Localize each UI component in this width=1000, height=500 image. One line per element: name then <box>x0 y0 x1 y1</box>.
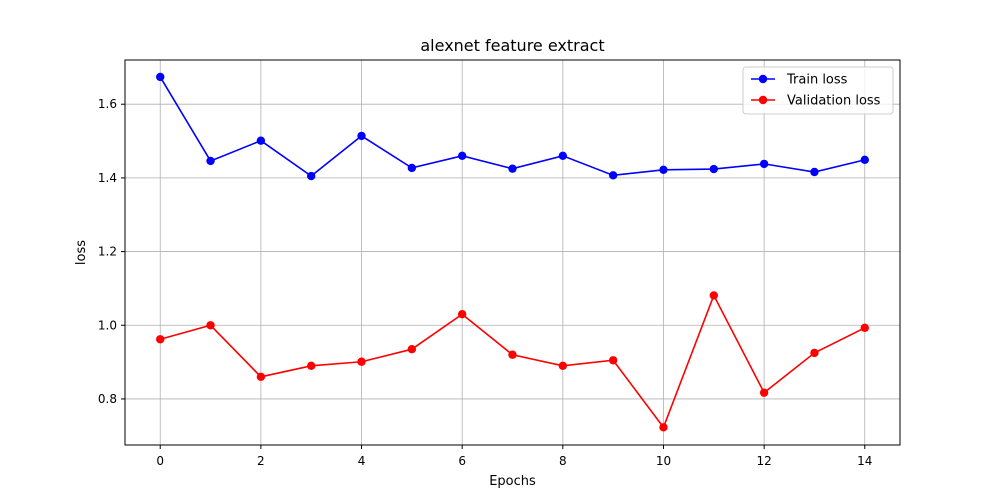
x-tick-label: 8 <box>559 454 567 468</box>
series-train-loss <box>156 72 869 181</box>
data-point <box>810 348 819 358</box>
data-point <box>407 163 417 173</box>
data-point <box>558 361 568 370</box>
data-point <box>256 136 266 145</box>
data-point <box>256 372 266 382</box>
x-tick-label: 4 <box>358 454 366 468</box>
data-point <box>156 335 165 344</box>
x-tick-label: 10 <box>656 454 671 468</box>
data-point <box>357 357 366 366</box>
legend-swatch-marker <box>758 74 768 84</box>
chart-title: alexnet feature extract <box>420 36 604 55</box>
x-tick-label: 0 <box>156 454 164 468</box>
data-point <box>608 356 618 365</box>
y-tick-label: 1.0 <box>98 318 117 332</box>
data-point <box>508 164 517 173</box>
plot-frame <box>124 59 901 446</box>
data-point <box>508 350 517 359</box>
x-tick-label: 14 <box>857 454 872 468</box>
x-tick-label: 2 <box>257 454 265 468</box>
y-tick-label: 1.6 <box>98 97 117 111</box>
data-point <box>457 151 467 160</box>
data-point <box>709 164 718 174</box>
series-validation-loss <box>156 291 869 432</box>
legend-swatch-marker <box>758 95 768 105</box>
data-point <box>759 159 769 169</box>
x-tick-label: 6 <box>458 454 466 468</box>
series-layer <box>156 72 869 432</box>
legend-label: Validation loss <box>787 94 881 109</box>
x-axis: 0 2 4 6 8 10 12 14 <box>156 445 872 468</box>
data-point <box>860 323 869 333</box>
y-tick-label: 0.8 <box>98 392 117 406</box>
data-point <box>206 156 215 166</box>
x-tick-label: 12 <box>756 454 771 468</box>
data-point <box>659 165 668 174</box>
data-point <box>709 291 718 300</box>
data-point <box>759 388 769 397</box>
legend: Train loss Validation loss <box>742 66 894 115</box>
y-axis: 0.8 1.0 1.2 1.4 1.6 <box>98 97 125 406</box>
x-axis-label: Epochs <box>489 474 536 489</box>
data-point <box>357 131 366 141</box>
data-point <box>860 155 869 165</box>
data-point <box>659 423 668 432</box>
data-point <box>307 171 316 181</box>
data-point <box>810 167 819 177</box>
data-point <box>457 310 467 319</box>
data-point <box>608 171 618 180</box>
y-axis-label: loss <box>74 240 89 265</box>
data-point <box>558 151 568 160</box>
legend-label: Train loss <box>786 73 848 88</box>
y-tick-label: 1.2 <box>98 245 117 259</box>
data-point <box>307 361 316 370</box>
y-tick-label: 1.4 <box>98 171 117 185</box>
data-point <box>407 345 417 354</box>
grid <box>125 60 900 445</box>
legend-box <box>742 66 894 115</box>
data-point <box>156 72 165 82</box>
data-point <box>206 321 215 330</box>
